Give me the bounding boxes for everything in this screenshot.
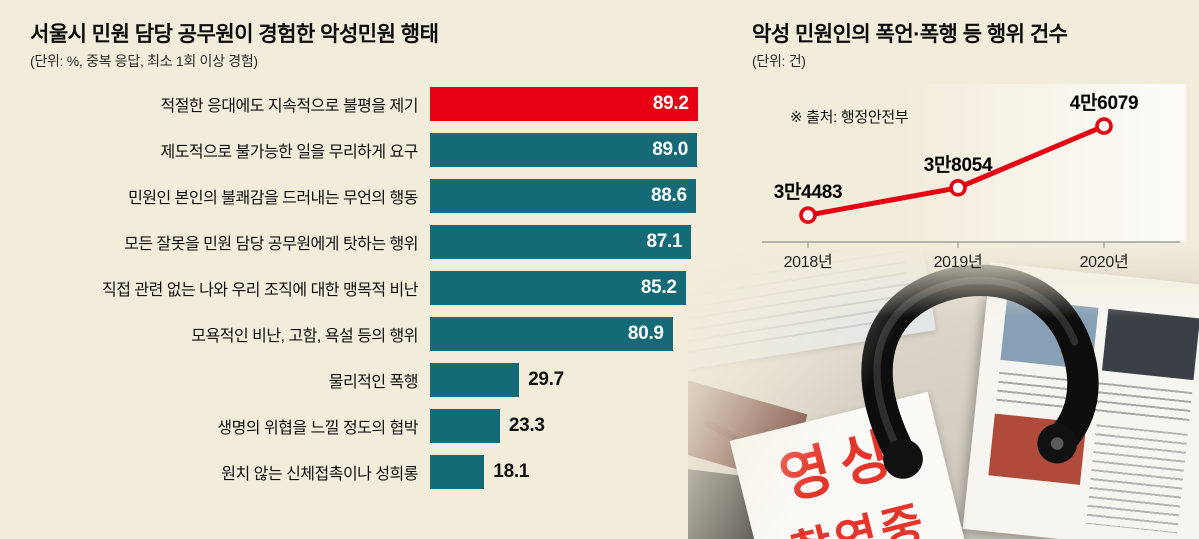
bar-track: 80.9 — [430, 317, 730, 352]
data-point-value: 3만8054 — [924, 154, 993, 176]
x-axis-label: 2019년 — [934, 253, 983, 271]
data-point-value: 4만6079 — [1070, 92, 1139, 114]
bar-row: 제도적으로 불가능한 일을 무리하게 요구 89.0 — [30, 133, 730, 168]
bar-track: 89.2 — [430, 87, 730, 122]
bar-row: 모욕적인 비난, 고함, 욕설 등의 행위 80.9 — [30, 317, 730, 352]
bar-value-label: 18.1 — [493, 461, 530, 483]
x-axis-label: 2018년 — [784, 253, 833, 271]
bar: 80.9 — [430, 317, 673, 352]
bar — [430, 409, 500, 444]
source-note: ※ 출처: 행정안전부 — [790, 109, 909, 126]
bar-value-label: 89.0 — [652, 139, 688, 161]
data-point-marker — [799, 206, 817, 224]
data-point-marker — [949, 179, 967, 197]
newspaper-photo — [1101, 308, 1199, 381]
bar-highlighted: 89.2 — [430, 87, 698, 122]
bar-category-label: 제도적으로 불가능한 일을 무리하게 요구 — [160, 144, 418, 162]
bar-track: 85.2 — [430, 271, 730, 306]
bar-row: 물리적인 폭행 29.7 — [30, 363, 730, 398]
bar-track: 87.1 — [430, 225, 730, 260]
neckband-camera — [861, 264, 1099, 479]
bar: 89.0 — [430, 133, 697, 168]
bar-track: 88.6 — [430, 179, 730, 214]
desk-photo: 영상 촬영중 — [688, 248, 1199, 539]
data-point-value: 3만4483 — [774, 181, 843, 203]
bar-track: 89.0 — [430, 133, 730, 168]
bar-category-label: 생명의 위협을 느낄 정도의 협박 — [217, 420, 418, 438]
bar-chart-subtitle: (단위: %, 중복 응답, 최소 1회 이상 경험) — [30, 53, 258, 70]
bar: 88.6 — [430, 179, 696, 214]
bar-category-label: 물리적인 폭행 — [328, 374, 419, 392]
bar-value-label: 85.2 — [640, 277, 677, 299]
bar-category-label: 직접 관련 없는 나와 우리 조직에 대한 맹목적 비난 — [102, 282, 418, 300]
bar-value-label: 80.9 — [627, 323, 664, 345]
bar-chart-title: 서울시 민원 담당 공무원이 경험한 악성민원 행태 — [30, 23, 439, 46]
bar-category-label: 민원인 본인의 불쾌감을 드러내는 무언의 행동 — [128, 190, 418, 208]
bar-row: 적절한 응대에도 지속적으로 불평을 제기 89.2 — [30, 87, 730, 122]
bar-track: 29.7 — [430, 363, 730, 398]
bar-category-label: 적절한 응대에도 지속적으로 불평을 제기 — [160, 98, 418, 116]
line-chart-section: 악성 민원인의 폭언·폭행 등 행위 건수 (단위: 건) — [752, 22, 1192, 71]
x-axis-label: 2020년 — [1080, 253, 1129, 271]
bar-track: 18.1 — [430, 455, 730, 490]
bar-value-label: 88.6 — [651, 185, 687, 207]
plot-backdrop — [896, 84, 1186, 242]
line-chart-subtitle: (단위: 건) — [752, 53, 806, 70]
bar-category-label: 모욕적인 비난, 고함, 욕설 등의 행위 — [191, 328, 418, 346]
data-point-marker — [1095, 117, 1113, 135]
bar — [430, 455, 485, 490]
bar-value-label: 89.2 — [652, 93, 689, 115]
bar-track: 23.3 — [430, 409, 730, 444]
bar-row: 생명의 위협을 느낄 정도의 협박 23.3 — [30, 409, 730, 444]
bar: 87.1 — [430, 225, 692, 260]
bar-row: 모든 잘못을 민원 담당 공무원에게 탓하는 행위 87.1 — [30, 225, 730, 260]
bar-row: 직접 관련 없는 나와 우리 조직에 대한 맹목적 비난 85.2 — [30, 271, 730, 306]
bar-category-label: 원치 않는 신체접촉이나 성희롱 — [221, 466, 418, 484]
bar-row: 원치 않는 신체접촉이나 성희롱 18.1 — [30, 455, 730, 490]
bar-category-label: 모든 잘못을 민원 담당 공무원에게 탓하는 행위 — [124, 236, 418, 254]
bar-value-label: 23.3 — [508, 415, 545, 437]
bar — [430, 363, 520, 398]
bar: 85.2 — [430, 271, 686, 306]
line-chart-title: 악성 민원인의 폭언·폭행 등 행위 건수 — [752, 23, 1068, 46]
bar-value-label: 87.1 — [646, 231, 683, 253]
bar-rows: 적절한 응대에도 지속적으로 불평을 제기 89.2 제도적으로 불가능한 일을 무… — [30, 87, 730, 490]
bar-row: 민원인 본인의 불쾌감을 드러내는 무언의 행동 88.6 — [30, 179, 730, 214]
bar-value-label: 29.7 — [528, 369, 564, 391]
bar-chart-section: 서울시 민원 담당 공무원이 경험한 악성민원 행태 (단위: %, 중복 응답… — [30, 22, 730, 490]
